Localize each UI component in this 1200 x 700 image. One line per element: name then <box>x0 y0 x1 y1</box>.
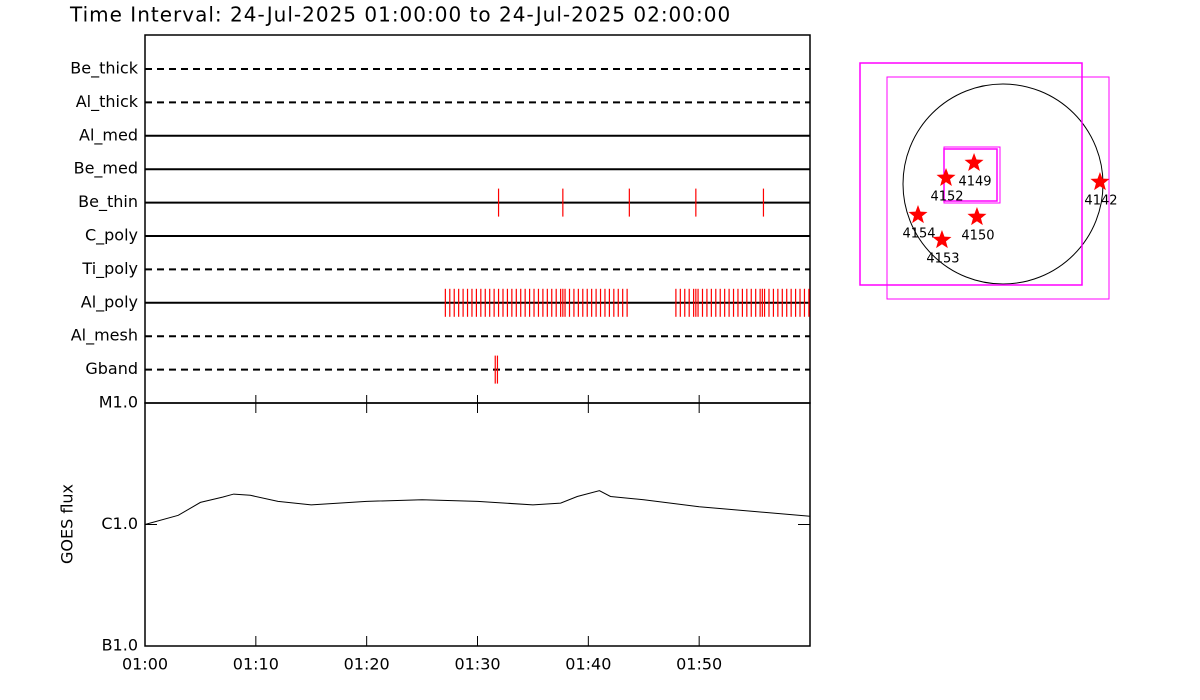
y-tick-label: C1.0 <box>101 514 138 533</box>
x-tick-label: 01:10 <box>233 655 279 674</box>
region-star <box>908 205 928 224</box>
goes-curve <box>144 490 811 525</box>
region-star <box>932 230 952 249</box>
filter-label: Gband <box>85 359 138 378</box>
region-star <box>967 207 987 226</box>
filter-label: Al_med <box>79 125 138 145</box>
filter-label: C_poly <box>85 226 138 246</box>
region-star <box>936 167 956 187</box>
x-tick-label: 01:20 <box>344 655 390 674</box>
y-axis-label: GOES flux <box>58 484 77 564</box>
filter-label: Ti_poly <box>81 259 138 279</box>
x-tick-label: 01:30 <box>454 655 500 674</box>
x-tick-label: 01:40 <box>565 655 611 674</box>
filter-label: Al_thick <box>76 92 139 112</box>
filter-label: Be_thick <box>70 59 138 79</box>
region-label: 4154 <box>902 227 935 242</box>
x-tick-label: 01:50 <box>676 655 722 674</box>
region-label: 4150 <box>961 229 994 244</box>
fov-box <box>886 76 1110 300</box>
x-tick-label: 01:00 <box>122 655 168 674</box>
y-tick-label: M1.0 <box>99 393 138 412</box>
chart-title: Time Interval: 24-Jul-2025 01:00:00 to 2… <box>69 3 731 27</box>
region-label: 4153 <box>926 252 959 267</box>
region-label: 4142 <box>1084 194 1117 209</box>
region-star <box>964 152 984 172</box>
region-label: 4149 <box>958 174 991 189</box>
region-star <box>1090 172 1110 191</box>
region-label: 4152 <box>930 189 963 204</box>
filter-label: Be_thin <box>78 192 138 212</box>
filter-label: Al_mesh <box>71 326 138 346</box>
timeline-frame <box>144 34 811 404</box>
fov-box <box>859 62 1083 286</box>
filter-label: Al_poly <box>81 292 138 312</box>
filter-label: Be_med <box>74 159 138 179</box>
y-tick-label: B1.0 <box>102 636 138 655</box>
goes-frame <box>144 402 811 647</box>
